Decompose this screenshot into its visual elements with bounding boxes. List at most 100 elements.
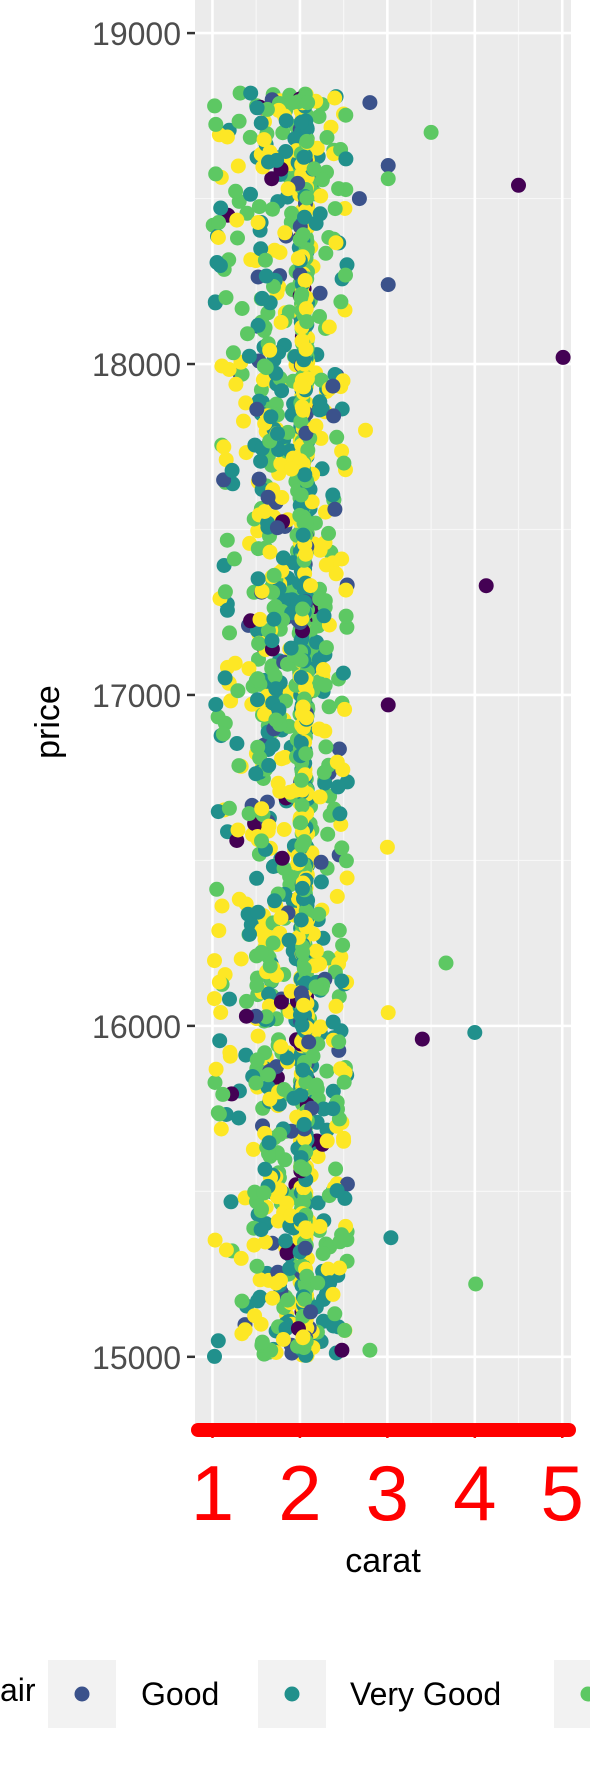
data-point [511,177,526,193]
data-point [250,692,265,708]
data-point [279,1050,295,1066]
data-point [334,1227,350,1243]
data-point [279,1245,295,1261]
y-axis-title: price [29,685,67,759]
data-point [254,290,270,306]
data-point [297,1291,313,1307]
data-point [224,462,240,478]
data-point [268,712,284,728]
data-point [243,85,259,101]
data-point [290,251,306,266]
data-point [313,854,329,870]
data-point [296,149,312,165]
data-point [261,757,277,773]
data-point [266,567,282,583]
data-point [317,677,333,693]
data-point [249,870,265,886]
data-point [328,998,344,1014]
data-point [304,494,320,510]
data-point [216,439,232,455]
data-point [254,1334,270,1350]
data-point [219,129,235,145]
data-point [267,668,283,684]
data-point [305,1048,321,1064]
data-point [265,737,281,753]
data-point [208,116,224,132]
data-point [325,1101,341,1117]
data-point [273,1039,289,1055]
data-point [313,874,329,890]
data-point [251,471,267,487]
data-point [240,326,255,342]
data-point [234,301,250,316]
x-tick-label: 1 [191,1449,234,1537]
data-point [221,800,237,816]
data-point [278,1233,294,1249]
data-point [298,341,314,357]
data-point [241,348,257,364]
data-point [328,1161,344,1177]
data-point [294,838,310,854]
data-point [225,345,241,361]
data-point [274,383,290,399]
data-point [308,943,324,959]
data-point [317,593,333,609]
data-point [262,342,278,358]
data-point [298,1220,314,1236]
data-point [293,670,309,685]
data-point [249,100,265,116]
x-tick-label: 3 [366,1449,409,1537]
data-point [380,697,396,713]
legend-point-good [74,1686,90,1702]
data-point [214,898,230,914]
data-point [266,611,282,627]
data-point [312,309,327,324]
data-point [310,1149,326,1165]
data-point [242,129,258,145]
data-point [208,166,224,182]
data-point [254,833,269,849]
data-point [321,319,337,335]
data-point [270,426,285,441]
data-point [334,1342,350,1358]
data-point [287,131,303,147]
legend-label-fair: air [0,1672,36,1708]
data-point [327,201,343,217]
data-point [438,955,454,971]
x-axis-title: carat [345,1542,421,1580]
data-point [311,721,327,737]
data-point [298,513,314,529]
data-point [238,395,254,411]
data-point [310,1275,326,1291]
data-point [293,114,309,130]
data-point [329,1183,345,1199]
data-point [280,181,296,197]
data-point [293,815,309,831]
data-point [228,376,244,392]
data-point [252,611,268,627]
data-point [260,1067,276,1083]
data-point [311,109,327,125]
data-point [262,1091,278,1107]
data-point [253,241,269,257]
data-point [211,974,227,990]
x-tick-label: 4 [453,1449,496,1537]
data-point [208,697,224,712]
data-point [294,1017,310,1033]
data-point [325,487,341,503]
data-point [241,661,257,677]
data-point [211,215,227,230]
data-point [300,442,316,458]
data-point [268,681,284,697]
data-point [315,1246,331,1262]
data-point [333,817,349,832]
data-point [231,113,247,129]
data-point [293,413,309,429]
data-point [336,455,352,471]
data-point [284,205,300,221]
data-point [229,212,245,228]
data-point [330,779,346,795]
data-point [308,215,324,231]
data-point [358,422,373,438]
data-point [261,1146,276,1161]
